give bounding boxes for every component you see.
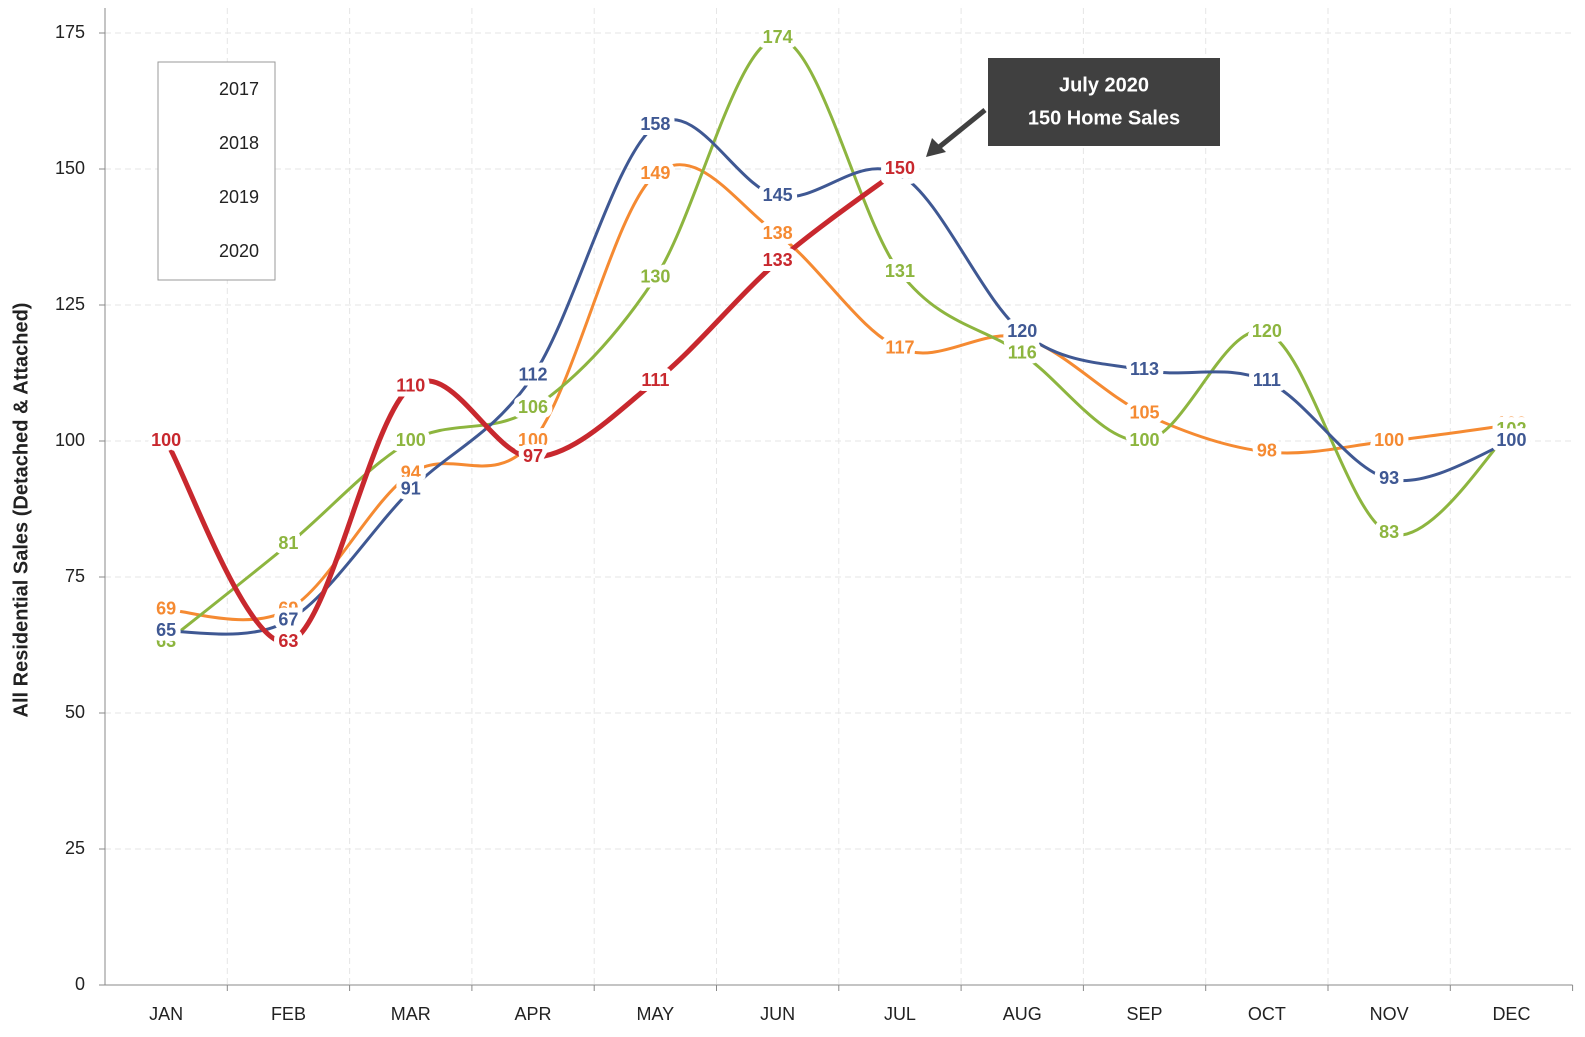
annotation-text: 150 Home Sales xyxy=(1028,107,1180,129)
y-tick-label: 150 xyxy=(55,158,85,178)
data-label: 103 xyxy=(1496,413,1526,433)
x-tick-label: NOV xyxy=(1370,1004,1409,1024)
series-line xyxy=(165,36,1513,644)
data-label: 149 xyxy=(640,163,670,183)
y-tick-label: 50 xyxy=(65,702,85,722)
data-label: 100 xyxy=(151,430,181,450)
x-tick-label: AUG xyxy=(1003,1004,1042,1024)
data-label: 158 xyxy=(640,114,670,134)
x-tick-label: JUL xyxy=(884,1004,916,1024)
y-tick-label: 75 xyxy=(65,566,85,586)
data-label: 138 xyxy=(763,223,793,243)
data-label: 112 xyxy=(519,364,548,384)
data-label: 97 xyxy=(523,446,543,466)
data-label: 116 xyxy=(1008,343,1037,363)
y-tick-label: 25 xyxy=(65,838,85,858)
x-tick-label: JAN xyxy=(149,1004,183,1024)
data-label: 117 xyxy=(885,337,914,357)
y-tick-label: 0 xyxy=(75,974,85,994)
legend-box xyxy=(157,61,276,281)
data-label: 69 xyxy=(156,598,176,618)
series-line xyxy=(166,118,1512,636)
data-label: 113 xyxy=(1130,359,1159,379)
legend-label: 2019 xyxy=(219,187,259,207)
data-label: 69 xyxy=(278,598,298,618)
series-line xyxy=(166,163,1512,622)
data-label: 63 xyxy=(156,631,176,651)
data-label: 100 xyxy=(396,430,426,450)
legend-label: 2017 xyxy=(219,79,259,99)
data-label: 83 xyxy=(1379,522,1399,542)
data-label: 67 xyxy=(278,609,298,629)
legend-label: 2018 xyxy=(219,133,259,153)
annotation-arrowhead xyxy=(926,138,946,157)
data-label: 106 xyxy=(518,397,548,417)
data-label: 149 xyxy=(885,163,915,183)
data-label: 63 xyxy=(278,631,298,651)
data-label: 150 xyxy=(885,158,915,178)
y-axis-label: All Residential Sales (Detached & Attach… xyxy=(10,303,32,718)
data-label: 100 xyxy=(1496,430,1526,450)
data-label: 105 xyxy=(1130,403,1160,423)
x-tick-label: SEP xyxy=(1127,1004,1163,1024)
data-label: 119 xyxy=(1008,326,1037,346)
data-label: 102 xyxy=(1496,419,1526,439)
data-label: 93 xyxy=(1379,468,1399,488)
data-label: 111 xyxy=(641,370,669,390)
x-tick-label: JUN xyxy=(760,1004,795,1024)
data-label: 131 xyxy=(885,261,915,281)
x-tick-label: APR xyxy=(515,1004,552,1024)
data-label: 98 xyxy=(1257,441,1277,461)
annotation-text: July 2020 xyxy=(1059,74,1149,96)
series-line xyxy=(164,167,902,645)
data-label: 174 xyxy=(763,27,793,47)
data-label: 145 xyxy=(763,185,793,205)
data-label: 81 xyxy=(278,533,298,553)
x-tick-label: MAR xyxy=(391,1004,431,1024)
annotation-arrow xyxy=(936,108,987,150)
data-label: 100 xyxy=(1374,430,1404,450)
data-label: 100 xyxy=(1130,430,1160,450)
y-tick-label: 125 xyxy=(55,294,85,314)
x-tick-label: FEB xyxy=(271,1004,306,1024)
y-tick-label: 100 xyxy=(55,430,85,450)
data-label: 120 xyxy=(1007,321,1037,341)
annotation-box xyxy=(988,58,1220,146)
data-label: 110 xyxy=(396,375,425,395)
x-tick-label: MAY xyxy=(637,1004,675,1024)
x-tick-label: DEC xyxy=(1492,1004,1530,1024)
data-label: 94 xyxy=(401,462,421,482)
legend-label: 2020 xyxy=(219,241,259,261)
data-label: 120 xyxy=(1252,321,1282,341)
data-label: 130 xyxy=(640,267,670,287)
data-label: 133 xyxy=(763,250,793,270)
x-tick-label: OCT xyxy=(1248,1004,1286,1024)
data-label: 91 xyxy=(401,479,421,499)
data-label: 65 xyxy=(156,620,176,640)
y-tick-label: 175 xyxy=(55,22,85,42)
data-label: 111 xyxy=(1253,370,1281,390)
